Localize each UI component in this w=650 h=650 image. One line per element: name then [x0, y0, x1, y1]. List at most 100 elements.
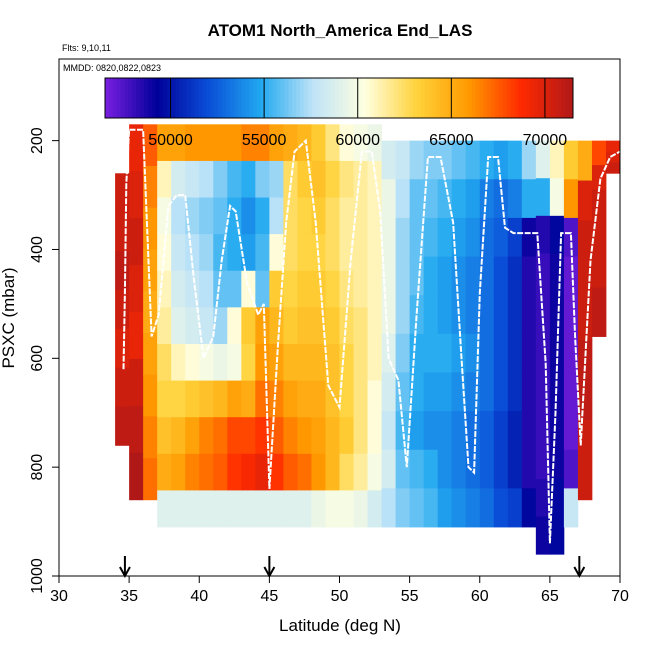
heatmap-cell: [591, 263, 607, 288]
heatmap-cell: [339, 307, 354, 345]
heatmap-cell: [255, 234, 270, 272]
heatmap-cell: [521, 333, 537, 373]
heatmap-cell: [269, 160, 284, 198]
heatmap-cell: [325, 380, 340, 418]
heatmap-cell: [521, 256, 537, 296]
heatmap-cell: [381, 295, 396, 335]
heatmap-cell: [227, 417, 242, 455]
heatmap-cell: [423, 372, 439, 412]
colorbar-swatch: [261, 78, 266, 118]
y-tick-label: 800: [29, 454, 46, 481]
heatmap-cell: [339, 197, 354, 235]
heatmap-cell: [255, 270, 270, 308]
heatmap-cell: [409, 140, 425, 180]
heatmap-cell: [227, 490, 242, 528]
arrow-head: [263, 566, 276, 579]
colorbar-swatch: [128, 78, 133, 118]
colorbar-swatch: [132, 78, 137, 118]
heatmap-cell: [479, 488, 495, 528]
heatmap-cell: [535, 140, 551, 179]
heatmap-cell: [353, 270, 368, 308]
heatmap-cell: [353, 380, 368, 418]
colorbar-swatch: [452, 78, 457, 118]
heatmap-cell: [451, 256, 467, 296]
heatmap-cell: [157, 343, 172, 381]
date-note: MMDD: 0820,0822,0823: [63, 63, 161, 73]
heatmap-cell: [297, 270, 312, 308]
x-tick-label: 70: [611, 588, 629, 605]
heatmap-cell: [493, 488, 509, 528]
heatmap-cell: [423, 256, 439, 296]
colorbar-swatch: [471, 78, 476, 118]
heatmap-cell: [563, 372, 579, 412]
heatmap-cell: [423, 217, 439, 257]
colorbar-swatch: [374, 78, 379, 118]
colorbar-swatch: [202, 78, 207, 118]
colorbar-swatch: [459, 78, 465, 118]
colorbar-swatch: [483, 78, 488, 118]
colorbar-swatch: [502, 78, 508, 118]
heatmap-cell: [549, 253, 565, 292]
heatmap-cell: [549, 516, 565, 555]
heatmap-cell: [171, 160, 186, 198]
colorbar-swatch: [155, 78, 161, 118]
heatmap-cell: [171, 234, 186, 272]
heatmap-cell: [381, 333, 396, 373]
heatmap-cell: [423, 333, 439, 373]
heatmap-cell: [535, 178, 551, 217]
heatmap-cell: [129, 171, 144, 219]
heatmap-cell: [185, 490, 200, 528]
colorbar-tick-label: 50000: [148, 132, 193, 149]
heatmap-cell: [591, 287, 607, 313]
colorbar-swatch: [537, 78, 543, 118]
heatmap-cell: [409, 217, 425, 257]
heatmap-cell: [227, 270, 242, 308]
colorbar-swatch: [206, 78, 211, 118]
heatmap-cell: [367, 197, 382, 235]
heatmap-cell: [493, 333, 509, 373]
heatmap-cell: [297, 380, 312, 418]
heatmap-cell: [563, 449, 579, 489]
flight-track: [122, 128, 621, 544]
heatmap-cell: [283, 197, 298, 235]
colorbar: 50000 55000 60000 65000 70000: [104, 77, 574, 149]
heatmap-cell: [115, 406, 130, 446]
colorbar-frame: [104, 77, 574, 119]
heatmap-cell: [367, 270, 382, 308]
colorbar-swatch: [401, 78, 406, 118]
heatmap-cell: [241, 453, 256, 491]
heatmap-cell: [157, 453, 172, 491]
heatmap-cell: [563, 179, 579, 219]
heatmap-cell: [395, 295, 411, 335]
colorbar-swatch: [194, 78, 200, 118]
colorbar-tick-label: 70000: [523, 132, 568, 149]
heatmap-cell: [325, 453, 340, 491]
colorbar-swatch: [280, 78, 285, 118]
heatmap-cell: [423, 488, 439, 528]
heatmap-cell: [493, 411, 509, 451]
colorbar-swatch: [424, 78, 430, 118]
colorbar-swatch: [479, 78, 484, 118]
heatmap-cell: [353, 343, 368, 381]
heatmap-cell: [535, 328, 551, 367]
heatmap-cell: [311, 124, 326, 162]
heatmap-cell: [311, 270, 326, 308]
x-tick-label: 50: [331, 588, 349, 605]
heatmap-cell: [507, 488, 523, 528]
heatmap-cell: [507, 140, 523, 180]
x-tick-label: 60: [471, 588, 489, 605]
colorbar-swatch: [264, 78, 270, 118]
colorbar-swatch: [272, 78, 278, 118]
heatmap-cell: [227, 343, 242, 381]
colorbar-swatch: [565, 78, 570, 118]
heatmap-cell: [423, 179, 439, 219]
heatmap-cell: [325, 343, 340, 381]
colorbar-swatch: [534, 78, 539, 118]
heatmap-cell: [255, 307, 270, 345]
heatmap-cell: [157, 197, 172, 235]
heatmap-cell: [381, 217, 396, 257]
heatmap-cell: [367, 307, 382, 345]
heatmap-cell: [213, 490, 228, 528]
colorbar-swatch: [303, 78, 309, 118]
